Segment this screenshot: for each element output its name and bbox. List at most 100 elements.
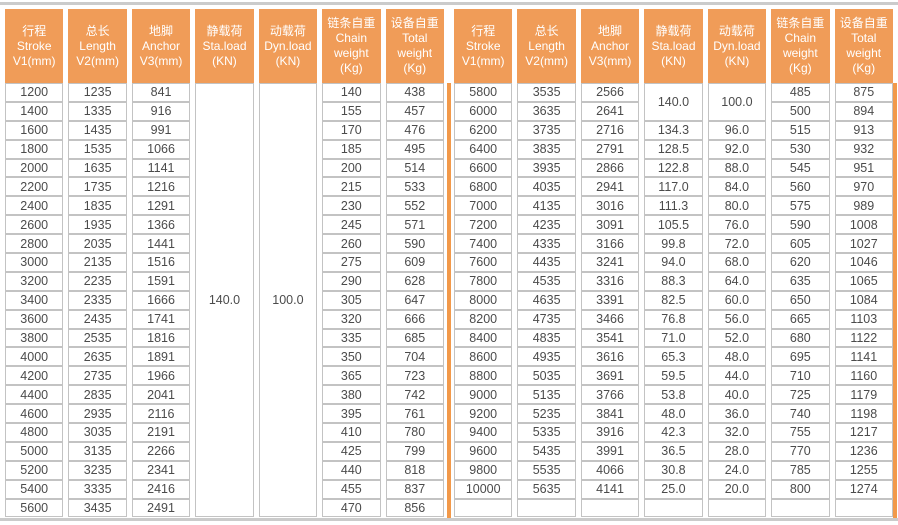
bottom-rule [0,518,898,521]
merged-load-cell: 140.0 [644,83,703,121]
table-cell: 71.0 [644,328,703,348]
column-header-6: 设备自重 Total weight (Kg) [834,9,893,83]
table-cell [644,498,703,518]
table-cell: 3835 [517,139,576,159]
table-cell: 32.0 [707,423,767,442]
table-row: 7200 4235 3091 105.5 76.0 590 1008 [454,215,893,235]
table-cell: 5435 [517,441,576,461]
table-cell: 1535 [68,139,127,159]
table-cell: 680 [771,328,830,348]
table-cell: 1591 [131,271,191,291]
table-cell: 7000 [454,196,513,216]
table-cell: 742 [385,385,444,405]
table-cell [454,498,513,518]
header-line: (Kg) [852,61,876,75]
table-cell: 8800 [454,366,513,386]
header-line: 动载荷 [718,23,755,38]
table-row: 7400 4335 3166 99.8 72.0 605 1027 [454,234,893,254]
table-cell: 438 [385,83,444,102]
table-cell: 552 [385,196,444,216]
header-line: (Kg) [339,61,363,75]
table-cell: 4735 [517,309,576,329]
table-cell: 9000 [454,385,513,405]
table-cell: 620 [771,253,830,272]
table-cell: 425 [322,441,381,461]
table-cell: 4335 [517,234,576,254]
table-row: 5200 3235 2341 440 818 [5,460,444,480]
table-cell: 5400 [5,479,64,499]
table-cell: 916 [131,101,191,121]
table-cell: 605 [771,234,830,254]
table-cell: 1800 [5,139,64,159]
table-cell: 1084 [834,290,893,310]
table-cell: 5235 [517,404,576,424]
table-cell: 970 [834,177,893,197]
table-cell: 800 [771,479,830,499]
table-cell: 4435 [517,253,576,272]
table-row: 1400 1335 916 155 457 [5,101,444,121]
table-cell: 2435 [68,309,127,329]
table-cell: 6800 [454,177,513,197]
table-cell: 666 [385,309,444,329]
header-line: Anchor [142,38,181,53]
header-line: Anchor [591,38,630,53]
table-cell: 76.0 [707,215,767,235]
table-cell: 48.0 [707,347,767,367]
column-header-1: 总长 Length V2(mm) [68,9,127,83]
header-line: 设备自重 [390,16,439,30]
table-cell: 275 [322,253,381,272]
table-cell: 105.5 [644,215,703,235]
header-line: Sta.load [651,38,696,53]
table-cell: 6400 [454,139,513,159]
spec-table-right: 行程 Stroke V1(mm) 总长 Length V2(mm) 地脚 Anchor V3(m… [449,9,898,518]
table-cell: 5335 [517,423,576,442]
table-row: 5800 3535 2566 140.0 100.0 485 875 [454,83,893,121]
merged-load-cell: 100.0 [258,83,318,518]
table-cell: 571 [385,215,444,235]
table-cell: 894 [834,101,893,121]
header-line: V3(mm) [139,53,183,68]
table-cell: 44.0 [707,366,767,386]
table-cell: 6200 [454,120,513,140]
table-cell: 1065 [834,271,893,291]
table-cell: 24.0 [707,460,767,480]
table-cell: 92.0 [707,139,767,159]
table-cell: 6000 [454,101,513,121]
table-cell: 1066 [131,139,191,159]
table-cell: 36.0 [707,404,767,424]
header-line: weight [397,46,433,60]
table-cell: 200 [322,158,381,178]
table-cell: 2000 [5,158,64,178]
header-line: 链条自重 [776,16,825,30]
header-line: Sta.load [202,38,247,53]
table-row: 9200 5235 3841 48.0 36.0 740 1198 [454,404,893,424]
table-cell: 320 [322,309,381,329]
table-cell: 5000 [5,441,64,461]
table-cell: 305 [322,290,381,310]
table-cell: 2041 [131,385,191,405]
table-row: 7800 4535 3316 88.3 64.0 635 1065 [454,271,893,291]
column-header-3: 静载荷 Sta.load (KN) [195,9,254,83]
table-cell: 88.0 [707,158,767,178]
table-cell: 4141 [580,479,640,499]
table-cell: 4635 [517,290,576,310]
table-cell: 1441 [131,234,191,254]
table-cell: 111.3 [644,196,703,216]
table-cell: 545 [771,158,830,178]
table-cell: 2335 [68,290,127,310]
table-cell: 5800 [454,83,513,102]
table-cell: 1255 [834,460,893,480]
table-cell: 989 [834,196,893,216]
table-cell [707,498,767,518]
table-cell: 1027 [834,234,893,254]
table-cell: 4400 [5,385,64,405]
table-cell: 515 [771,120,830,140]
table-cell: 3541 [580,328,640,348]
table-row: 7600 4435 3241 94.0 68.0 620 1046 [454,253,893,272]
table-cell: 3035 [68,423,127,442]
header-line: Total [402,31,428,45]
table-cell: 3600 [5,309,64,329]
table-cell: 3435 [68,498,127,518]
header-line: Stroke [16,38,52,53]
table-cell: 2400 [5,196,64,216]
